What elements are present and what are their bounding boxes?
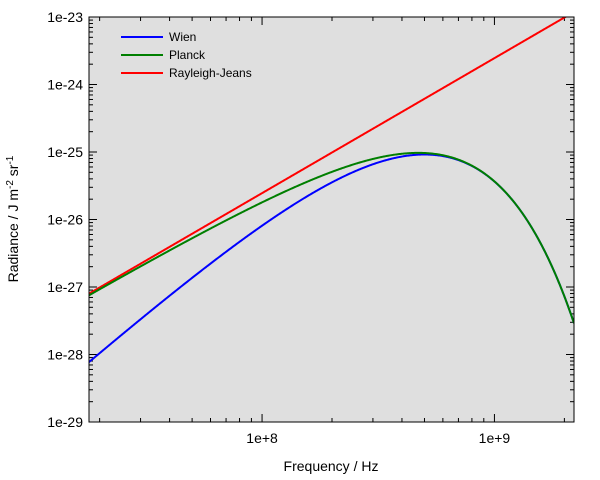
x-axis-label: Frequency / Hz xyxy=(284,458,379,474)
legend-label-planck: Planck xyxy=(169,48,206,62)
series-lines xyxy=(89,17,574,363)
plot-frame xyxy=(88,16,575,423)
y-tick-label: 1e-29 xyxy=(47,414,83,430)
series-line-rayleigh-jeans xyxy=(89,17,568,295)
x-tick-label: 1e+9 xyxy=(479,430,511,446)
y-axis-label: Radiance / J m-2 sr-1 xyxy=(5,155,21,282)
y-tick-label: 1e-27 xyxy=(47,279,83,295)
legend-label-rayleigh-jeans: Rayleigh-Jeans xyxy=(169,66,252,80)
y-axis-label-middle: sr xyxy=(5,164,21,180)
series-line-planck xyxy=(89,151,574,324)
plot-background xyxy=(89,17,574,422)
y-tick-label: 1e-28 xyxy=(47,347,83,363)
y-tick-labels: 1e-29 1e-28 1e-27 1e-26 1e-25 1e-24 1e-23 xyxy=(47,9,83,430)
y-tick-label: 1e-26 xyxy=(47,212,83,228)
legend-label-wien: Wien xyxy=(169,30,196,44)
x-tick-labels: 1e+8 1e+9 xyxy=(246,430,510,446)
x-tick-label: 1e+8 xyxy=(246,430,278,446)
y-tick-label: 1e-24 xyxy=(47,77,83,93)
y-axis-label-prefix: Radiance / J m xyxy=(5,189,21,282)
y-tick-label: 1e-25 xyxy=(47,144,83,160)
legend: Wien Planck Rayleigh-Jeans xyxy=(121,30,252,80)
y-tick-label: 1e-23 xyxy=(47,9,83,25)
y-axis-label-exponent-1: -2 xyxy=(5,180,16,189)
y-axis-label-exponent-2: -1 xyxy=(5,155,16,164)
x-axis-ticks xyxy=(99,17,565,422)
